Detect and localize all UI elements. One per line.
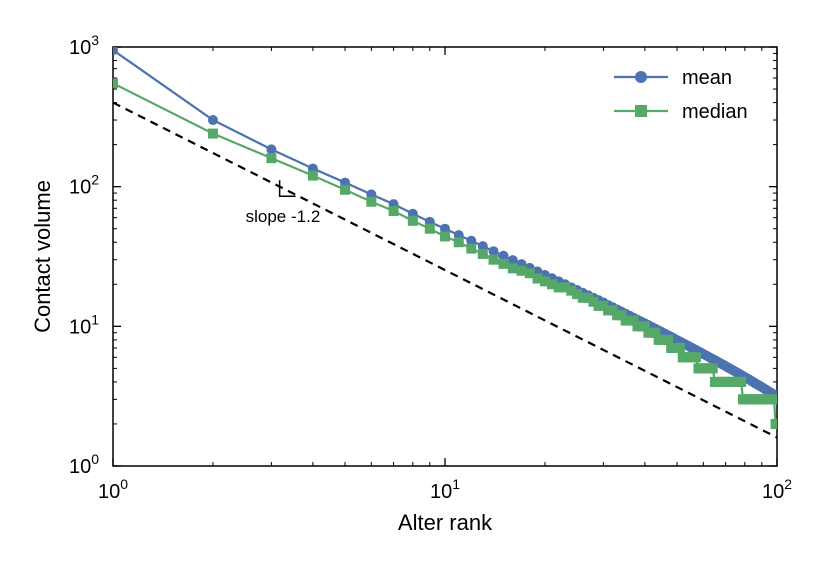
slope-bracket [278, 180, 296, 197]
median-point [207, 128, 218, 139]
median-point [307, 170, 318, 181]
median-point [707, 363, 718, 374]
median-point [588, 296, 599, 307]
mean-point [207, 115, 218, 126]
median-point [628, 315, 639, 326]
median-point [266, 153, 277, 164]
median-point [577, 292, 588, 303]
legend-median-marker [635, 105, 647, 117]
mean-point [113, 47, 118, 56]
median-point [650, 327, 661, 338]
median-point [477, 248, 488, 259]
mean-point [498, 250, 509, 261]
slope-annotation-text: slope -1.2 [246, 207, 321, 226]
series-median [113, 78, 777, 429]
median-point [546, 279, 557, 290]
mean-point [507, 255, 518, 266]
median-point [498, 258, 509, 269]
median-point [488, 254, 499, 265]
median-point [690, 352, 701, 363]
x-tick-label: 102 [762, 476, 792, 503]
median-point [424, 223, 435, 234]
y-axis-label: Contact volume [30, 180, 55, 333]
median-point [440, 231, 450, 242]
mean-point [440, 223, 450, 234]
x-tick-labels: 100 101 102 [98, 476, 792, 503]
median-point [507, 263, 518, 274]
median-point [616, 310, 627, 321]
median-point [524, 268, 535, 279]
legend-mean-label: mean [682, 67, 732, 89]
slope-annotation: slope -1.2 [246, 180, 321, 226]
median-point [572, 289, 583, 300]
legend-mean-marker [635, 71, 647, 83]
median-point [566, 285, 577, 296]
median-point [736, 376, 747, 387]
median-point [388, 205, 399, 216]
plot-content [113, 47, 777, 439]
median-point [453, 237, 464, 248]
median-point [639, 321, 650, 332]
legend: mean median [614, 67, 748, 123]
mean-point [266, 144, 277, 155]
median-point [466, 243, 477, 254]
median-point [560, 282, 571, 293]
y-tick-labels: 100 101 102 103 [69, 32, 99, 478]
y-tick-label: 102 [69, 172, 99, 199]
legend-item-mean: mean [614, 67, 732, 89]
legend-median-label: median [682, 101, 748, 123]
median-point [674, 342, 685, 353]
mean-point [466, 235, 477, 246]
median-point [113, 78, 118, 89]
median-point [772, 418, 777, 429]
median-point [516, 265, 527, 276]
x-tick-label: 101 [430, 476, 460, 503]
median-point [539, 276, 550, 287]
major-ticks [112, 46, 778, 467]
y-tick-label: 101 [69, 311, 99, 338]
median-point [340, 184, 351, 195]
x-axis-label: Alter rank [398, 510, 493, 535]
median-point [663, 334, 674, 345]
median-point [366, 196, 377, 207]
y-tick-label: 100 [69, 451, 99, 478]
mean-point [477, 241, 488, 252]
x-tick-label: 100 [98, 476, 128, 503]
reference-line [113, 101, 777, 439]
median-point [407, 215, 418, 226]
median-point [583, 292, 594, 303]
legend-item-median: median [614, 101, 748, 123]
median-point [532, 273, 543, 284]
mean-point [488, 246, 499, 257]
median-point [769, 394, 777, 405]
y-tick-label: 103 [69, 32, 99, 59]
median-point [553, 282, 564, 293]
